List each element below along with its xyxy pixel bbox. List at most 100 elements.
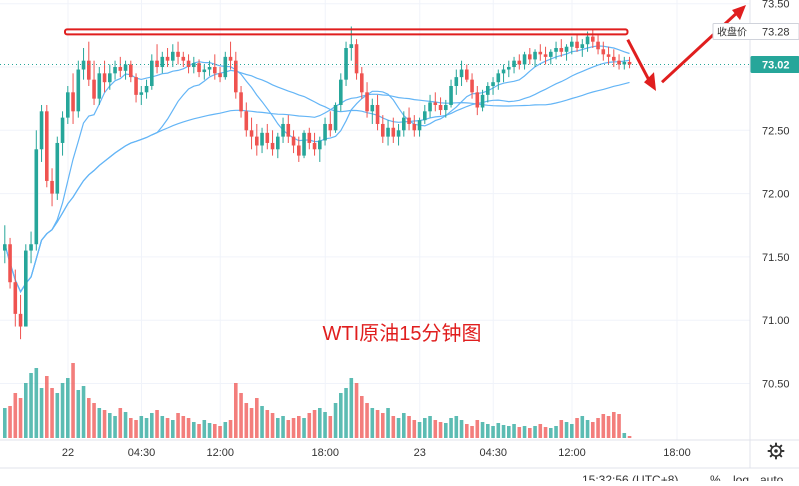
candle-body xyxy=(349,44,354,49)
candle-body xyxy=(517,60,522,65)
candle-body xyxy=(207,67,212,70)
time-axis[interactable]: 22 04:30 12:00 18:00 23 04:30 12:00 18:00 xyxy=(62,447,691,459)
volume-bar xyxy=(423,418,427,438)
candle-body xyxy=(18,313,23,327)
candle-body xyxy=(312,142,317,150)
volume-bar xyxy=(207,423,212,438)
volume-bar xyxy=(18,398,23,438)
candle-body xyxy=(370,104,375,112)
auto-toggle[interactable]: auto xyxy=(760,473,784,486)
candle-body xyxy=(150,60,154,86)
candle-body xyxy=(92,79,96,99)
candle-body xyxy=(428,102,432,112)
volume-bar xyxy=(81,386,86,438)
volume-bar xyxy=(102,410,107,438)
volume-bar xyxy=(197,424,201,438)
candle-body xyxy=(270,142,275,150)
candle-body xyxy=(365,92,369,112)
volume-bar xyxy=(134,420,138,438)
volume-bar xyxy=(3,408,7,438)
candle-body xyxy=(591,36,595,42)
volume-bar xyxy=(486,424,490,438)
volume-bar xyxy=(108,413,112,438)
candle-body xyxy=(234,60,238,93)
volume-bar xyxy=(402,413,406,438)
candle-body xyxy=(255,136,259,146)
price-axis[interactable]: 70.5071.0071.5072.0072.5073.0073.50收盘价73… xyxy=(712,0,799,391)
candle-body xyxy=(291,136,296,146)
volume-bar xyxy=(491,426,495,438)
volume-bar xyxy=(50,388,54,438)
volume-bar xyxy=(144,418,149,438)
candle-body xyxy=(260,132,264,146)
volume-bar xyxy=(591,422,595,438)
chart-annotation-title: WTI原油15分钟图 xyxy=(323,322,482,345)
candle-body xyxy=(459,69,464,78)
candle-body xyxy=(564,46,569,52)
candle-body xyxy=(171,51,175,61)
candle-body xyxy=(181,56,186,61)
annotations xyxy=(0,4,750,92)
candle-body xyxy=(29,244,33,251)
volume-bar xyxy=(528,428,532,438)
y-tick-label: 72.00 xyxy=(762,189,790,201)
candle-body xyxy=(507,67,511,70)
volume-bar xyxy=(281,416,285,438)
volume-bar xyxy=(391,416,396,438)
volume-bar xyxy=(570,424,574,438)
candle-body xyxy=(297,145,301,156)
candle-body xyxy=(160,56,165,67)
volume-bar xyxy=(622,433,627,438)
candle-body xyxy=(81,60,86,70)
volume-bar xyxy=(606,416,611,438)
volume-bar xyxy=(585,420,590,438)
x-tick-label: 23 xyxy=(414,447,426,459)
candle-body xyxy=(391,127,396,137)
volume-bar xyxy=(165,418,170,438)
candle-body xyxy=(286,123,291,137)
candle-body xyxy=(197,63,201,73)
volume-bar xyxy=(465,424,469,438)
volume-bar xyxy=(612,412,616,438)
volume-bar xyxy=(354,383,359,438)
x-tick-label: 12:00 xyxy=(558,447,586,459)
volume-bar xyxy=(55,393,60,438)
candle-body xyxy=(244,111,249,131)
candle-body xyxy=(585,36,590,45)
candle-body xyxy=(108,73,112,83)
candle-body xyxy=(575,41,579,49)
candles xyxy=(3,26,632,340)
candle-body xyxy=(8,244,12,283)
candle-body xyxy=(386,127,390,137)
candle-body xyxy=(354,44,359,74)
volume-bar xyxy=(522,426,527,438)
volume-bar xyxy=(150,413,154,438)
volume-bar xyxy=(601,414,606,438)
volume-bar xyxy=(202,420,207,438)
price-badge-value: 73.28 xyxy=(762,27,790,39)
gear-icon[interactable] xyxy=(767,442,785,460)
volume-bar xyxy=(549,428,553,438)
volume-bar xyxy=(97,408,102,438)
resistance-line xyxy=(64,28,629,36)
candle-body xyxy=(3,244,7,251)
volume-bar xyxy=(496,423,501,438)
volume-bar xyxy=(517,427,522,438)
volume-bar xyxy=(213,424,217,438)
volume-bar xyxy=(186,418,191,438)
candle-body xyxy=(155,60,159,67)
volume-bar xyxy=(360,396,364,438)
volume-bar xyxy=(29,373,33,438)
volume-bar xyxy=(270,413,275,438)
candle-body xyxy=(496,73,501,83)
y-tick-label: 70.50 xyxy=(762,379,790,391)
volume-bar xyxy=(617,414,621,438)
volume-bar xyxy=(412,420,417,438)
percent-toggle[interactable]: % xyxy=(710,473,721,486)
volume-bar xyxy=(312,410,317,438)
log-toggle[interactable]: log xyxy=(733,473,749,486)
volume-bar xyxy=(323,412,327,438)
candle-body xyxy=(50,180,54,194)
timestamp-label: 15:32:56 (UTC+8) xyxy=(582,473,678,481)
candle-body xyxy=(307,132,312,143)
